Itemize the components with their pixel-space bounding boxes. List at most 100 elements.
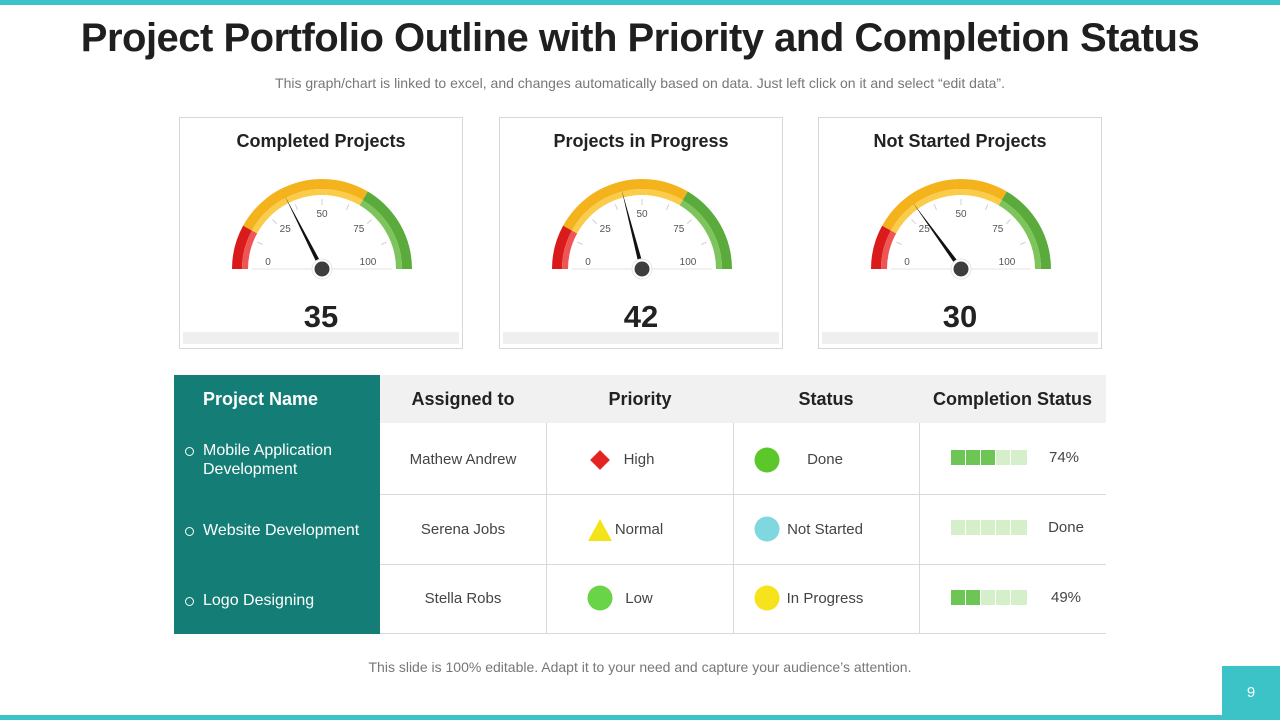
progress-segment-empty <box>966 520 981 535</box>
gauge-tick-label: 100 <box>680 257 697 268</box>
header-project-name: Project Name <box>203 389 319 409</box>
gauge-tick <box>700 241 707 245</box>
bullet-icon <box>185 447 194 456</box>
gauge-band-green <box>362 191 412 269</box>
gauge-tick <box>257 241 264 245</box>
gauge-value: 30 <box>942 299 978 334</box>
gauge-tick <box>346 204 350 211</box>
gauge-tick-label: 25 <box>600 224 612 235</box>
row-divider <box>380 564 1106 565</box>
gauge-needle <box>912 202 963 271</box>
status-label: In Progress <box>786 590 864 607</box>
gauge-tick-label: 100 <box>999 257 1016 268</box>
gauge-tick <box>577 241 584 245</box>
gauge-tick-label: 0 <box>585 257 591 268</box>
column-divider <box>733 423 734 634</box>
gauge-band-amber <box>243 179 368 231</box>
project-table: Project Name Assigned to Priority Status… <box>174 375 1106 634</box>
gauge-band-green-inner <box>359 200 402 269</box>
gauge-card-in-progress[interactable]: Projects in Progress 0 25 50 75 100 42 <box>499 117 783 349</box>
completion-label: Done <box>1048 519 1084 536</box>
status-done-circle-icon <box>754 447 780 473</box>
status-label: Not Started <box>787 521 863 538</box>
gauge-band-red-inner <box>881 230 897 269</box>
row-divider <box>380 633 1106 634</box>
gauge-tick <box>294 204 298 211</box>
status-not-started-circle-icon <box>754 516 780 542</box>
gauge-tick <box>366 219 372 225</box>
progress-segment-empty <box>1011 520 1027 535</box>
status-label: Done <box>807 451 843 468</box>
gauge-card-not-started[interactable]: Not Started Projects 0 25 50 75 100 30 <box>818 117 1102 349</box>
project-name: Logo Designing <box>203 592 315 609</box>
gauge-band-red <box>871 225 891 269</box>
gauge-in-progress: 0 25 50 75 100 <box>552 179 732 280</box>
progress-segment-empty <box>1011 450 1027 465</box>
gauge-tick <box>272 219 278 225</box>
progress-segment-filled <box>966 590 981 605</box>
completion-progress-bar <box>951 590 1027 605</box>
gauge-band-amber-inner <box>571 189 683 234</box>
gauge-card-completed[interactable]: Completed Projects 0 25 50 75 100 35 <box>179 117 463 349</box>
gauge-band-green-inner <box>998 200 1041 269</box>
gauge-tick <box>592 219 598 225</box>
card-footer-strip <box>183 332 459 344</box>
gauge-completed: 0 25 50 75 100 <box>232 179 412 280</box>
gauge-tick-label: 75 <box>673 224 685 235</box>
gauge-band-red <box>552 225 572 269</box>
gauge-tick <box>1019 241 1026 245</box>
completion-label: 49% <box>1050 589 1082 606</box>
gauge-needle <box>284 195 324 270</box>
gauge-tick-label: 0 <box>904 257 910 268</box>
gauge-hub <box>314 261 330 277</box>
progress-segment-filled <box>951 590 966 605</box>
gauge-band-amber-inner <box>890 189 1002 234</box>
column-divider <box>546 423 547 634</box>
row-divider <box>380 494 1106 495</box>
progress-segment-empty <box>981 590 996 605</box>
gauge-title: Not Started Projects <box>873 131 1047 151</box>
gauge-tick <box>666 204 670 211</box>
bullet-icon <box>185 597 194 606</box>
gauge-band-amber <box>563 179 688 231</box>
gauge-band-green <box>1001 191 1051 269</box>
gauge-title: Projects in Progress <box>553 131 729 151</box>
gauge-band-red-inner <box>242 230 258 269</box>
header-priority: Priority <box>608 389 672 409</box>
gauge-not-started: 0 25 50 75 100 <box>871 179 1051 280</box>
project-name-column <box>174 375 380 634</box>
priority-shape <box>590 450 610 470</box>
gauge-tick-label: 0 <box>265 257 271 268</box>
gauge-band-red-inner <box>562 230 578 269</box>
gauge-title: Completed Projects <box>236 131 406 151</box>
project-name: Website Development <box>203 522 360 539</box>
footer-note: This slide is 100% editable. Adapt it to… <box>368 659 912 675</box>
gauge-tick <box>985 204 989 211</box>
progress-segment-empty <box>951 520 966 535</box>
assigned-to: Mathew Andrew <box>409 451 517 468</box>
gauge-tick <box>614 204 618 211</box>
progress-segment-filled <box>981 450 996 465</box>
top-accent-bar <box>0 0 1280 5</box>
gauge-band-amber-inner <box>251 189 363 234</box>
progress-segment-empty <box>1011 590 1027 605</box>
priority-normal-triangle-icon <box>588 519 612 541</box>
gauge-band-green-inner <box>679 200 722 269</box>
gauge-band-amber <box>882 179 1007 231</box>
gauge-tick <box>686 219 692 225</box>
header-assigned-to: Assigned to <box>411 389 515 409</box>
table-header-background <box>380 375 1106 423</box>
card-footer-strip <box>822 332 1098 344</box>
assigned-to: Serena Jobs <box>420 521 506 538</box>
completion-progress-bar <box>951 520 1027 535</box>
priority-high-diamond-icon <box>590 450 610 470</box>
gauge-tick <box>911 219 917 225</box>
progress-segment-filled <box>966 450 981 465</box>
header-completion-status: Completion Status <box>932 389 1092 409</box>
gauge-tick <box>933 204 937 211</box>
bottom-accent-bar <box>0 715 1280 720</box>
column-divider <box>919 423 920 634</box>
completion-progress-bar <box>951 450 1027 465</box>
gauge-tick <box>380 241 387 245</box>
gauge-value: 42 <box>623 299 659 334</box>
